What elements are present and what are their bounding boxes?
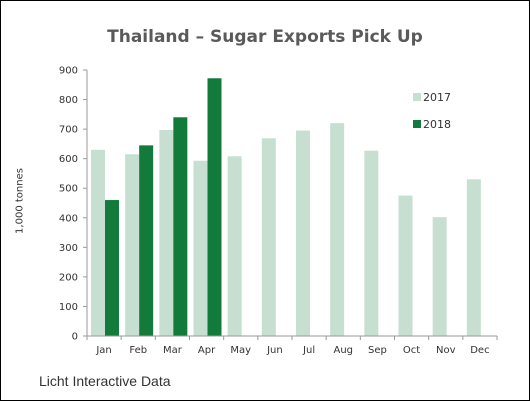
y-tick-label-700: 700 bbox=[59, 125, 78, 136]
y-tick-label-500: 500 bbox=[59, 184, 78, 195]
x-tick-label-dec: Dec bbox=[470, 345, 489, 356]
bar-2017-aug bbox=[330, 123, 345, 336]
x-tick-label-may: May bbox=[230, 345, 251, 356]
x-tick-label-jun: Jun bbox=[266, 345, 283, 356]
bar-2018-feb bbox=[139, 145, 154, 336]
x-tick-label-apr: Apr bbox=[198, 345, 216, 356]
bar-2018-apr bbox=[207, 78, 222, 336]
bar-2017-dec bbox=[466, 179, 481, 336]
x-tick-label-mar: Mar bbox=[163, 345, 183, 356]
x-tick-label-oct: Oct bbox=[403, 345, 420, 356]
legend-swatch-2017 bbox=[413, 93, 421, 101]
x-tick-label-nov: Nov bbox=[436, 345, 456, 356]
y-tick-label-400: 400 bbox=[59, 213, 78, 224]
x-tick-label-aug: Aug bbox=[333, 345, 353, 356]
legend-label-2017: 2017 bbox=[423, 91, 451, 104]
y-tick-label-100: 100 bbox=[59, 302, 78, 313]
bar-2018-jan bbox=[105, 200, 119, 336]
bar-2017-nov bbox=[432, 217, 447, 336]
bar-2017-sep bbox=[364, 150, 379, 336]
y-tick-label-0: 0 bbox=[72, 332, 78, 343]
legend-label-2018: 2018 bbox=[423, 118, 451, 131]
y-tick-label-600: 600 bbox=[59, 154, 78, 165]
y-tick-label-800: 800 bbox=[59, 95, 78, 106]
bar-2017-apr bbox=[193, 160, 208, 336]
x-tick-label-feb: Feb bbox=[129, 345, 147, 356]
y-tick-label-300: 300 bbox=[59, 243, 78, 254]
x-tick-label-jul: Jul bbox=[302, 345, 315, 356]
y-tick-label-200: 200 bbox=[59, 272, 78, 283]
x-tick-label-sep: Sep bbox=[368, 345, 387, 356]
chart-title: Thailand – Sugar Exports Pick Up bbox=[107, 27, 423, 47]
bar-2017-feb bbox=[125, 154, 140, 336]
x-tick-label-jan: Jan bbox=[95, 345, 111, 356]
bar-2017-jun bbox=[261, 138, 276, 336]
y-tick-label-900: 900 bbox=[59, 66, 78, 77]
legend-swatch-2018 bbox=[413, 120, 421, 128]
bar-2017-jan bbox=[91, 149, 105, 336]
source-note: Licht Interactive Data bbox=[39, 373, 171, 389]
bar-2018-mar bbox=[173, 117, 188, 337]
bar-2017-may bbox=[227, 156, 242, 336]
bar-2017-mar bbox=[159, 129, 174, 336]
bar-2017-jul bbox=[296, 130, 310, 336]
bar-2017-oct bbox=[398, 195, 413, 336]
